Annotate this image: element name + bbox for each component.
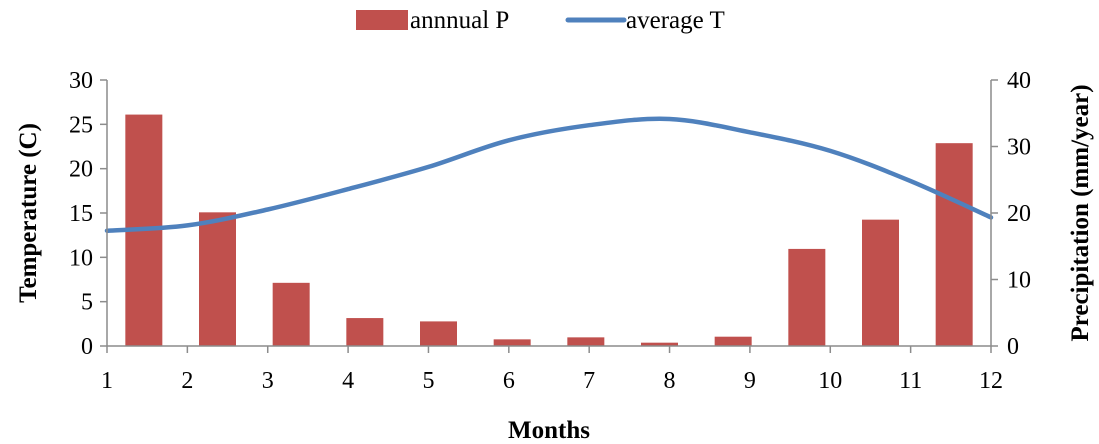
left-y-tick-label: 15: [69, 201, 93, 227]
left-y-tick-label: 10: [69, 245, 93, 271]
right-y-tick-label: 20: [1007, 201, 1031, 227]
right-y-tick-label: 30: [1007, 135, 1031, 161]
precip-bar-11: [862, 219, 899, 346]
precip-bar-10: [788, 248, 826, 346]
precip-bar-7: [567, 337, 605, 346]
right-y-tick-label: 10: [1007, 268, 1031, 294]
x-tick-label: 4: [342, 368, 354, 394]
precip-bar-9: [714, 336, 752, 346]
left-y-tick-label: 0: [81, 334, 93, 360]
precip-bar-12: [935, 143, 973, 346]
tick-marks: [100, 79, 998, 353]
x-tick-label: 1: [101, 368, 113, 394]
precip-bar-2: [199, 212, 236, 346]
left-y-tick-label: 20: [69, 157, 93, 183]
precip-bar-3: [272, 282, 310, 346]
x-tick-label: 5: [422, 368, 434, 394]
x-tick-label: 11: [899, 368, 922, 394]
x-tick-label: 3: [262, 368, 274, 394]
x-tick-label: 2: [181, 368, 193, 394]
x-tick-label: 7: [583, 368, 595, 394]
right-y-tick-label: 40: [1007, 68, 1031, 94]
legend: annnual P average T: [356, 7, 725, 34]
legend-label-precipitation: annnual P: [410, 7, 509, 34]
precip-bar-8: [641, 342, 678, 346]
axes: [106, 80, 992, 347]
right-y-tick-label: 0: [1007, 334, 1019, 360]
left-y-tick-label: 5: [81, 290, 93, 316]
x-axis-title: Months: [508, 417, 590, 444]
legend-swatch-precipitation: [356, 10, 408, 30]
x-tick-label: 6: [503, 368, 515, 394]
precip-bar-4: [346, 318, 384, 346]
precip-bar-6: [493, 339, 531, 346]
right-y-axis-title: Precipitation (mm/year): [1067, 84, 1094, 341]
x-tick-label: 12: [979, 368, 1003, 394]
legend-label-temperature: average T: [626, 7, 725, 34]
left-y-axis-title: Temperature (C): [15, 123, 42, 303]
x-tick-label: 8: [664, 368, 676, 394]
left-y-tick-label: 25: [69, 112, 93, 138]
x-tick-label: 10: [818, 368, 842, 394]
bar-series: [125, 114, 973, 346]
temperature-line: [104, 116, 994, 233]
precip-bar-5: [420, 321, 457, 346]
left-y-tick-label: 30: [69, 68, 93, 94]
x-tick-label: 9: [744, 368, 756, 394]
